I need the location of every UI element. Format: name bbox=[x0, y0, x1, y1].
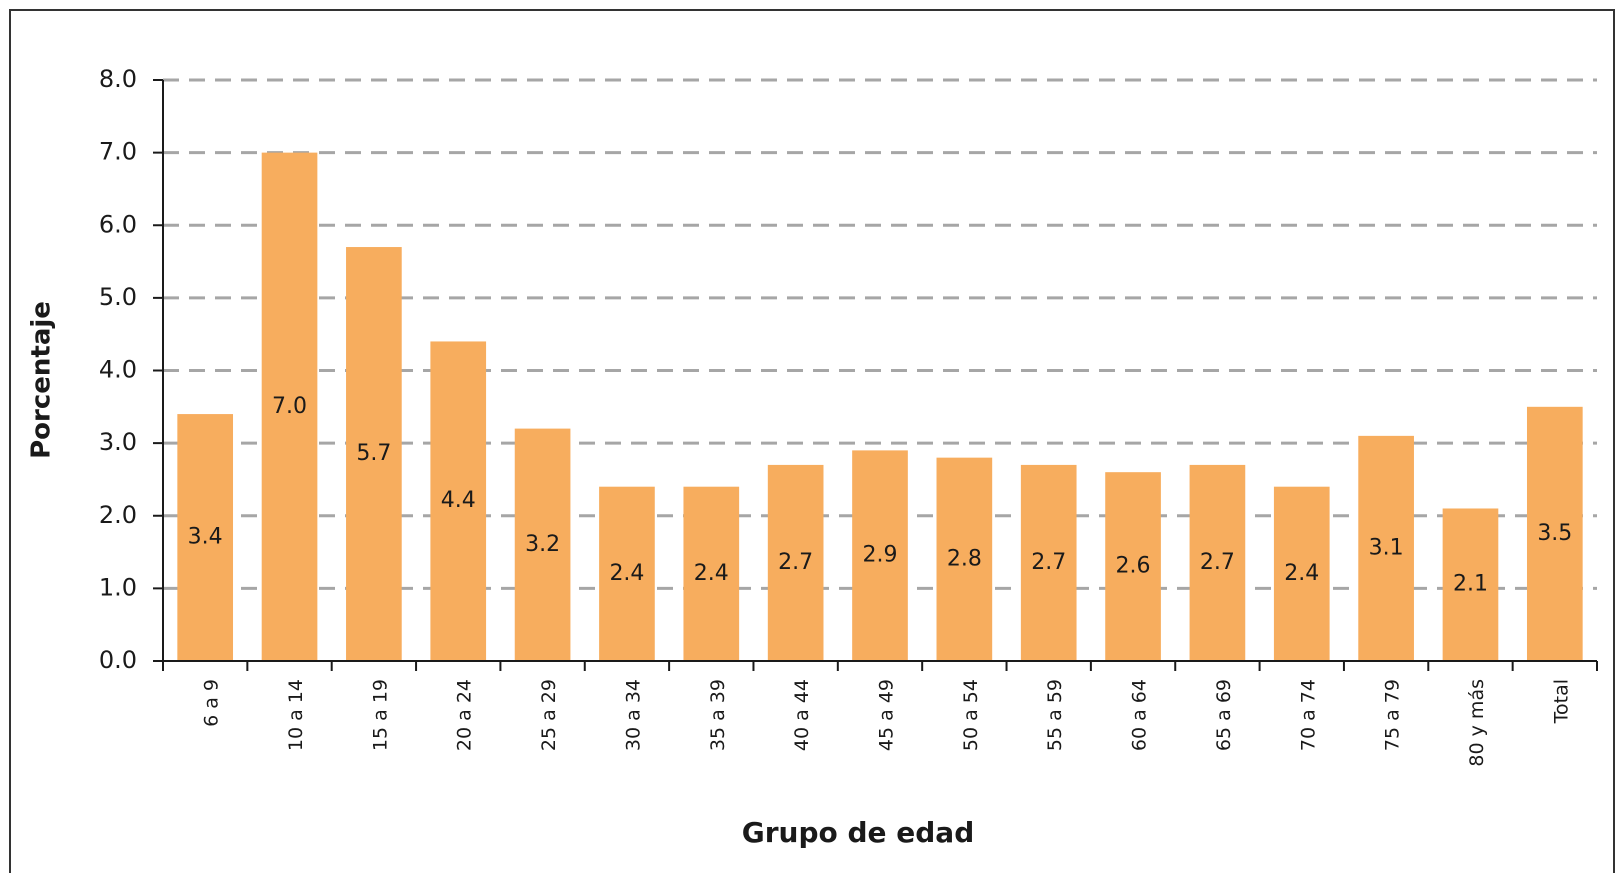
value-label: 3.1 bbox=[1369, 535, 1404, 560]
x-tick-label: 75 a 79 bbox=[1382, 679, 1404, 751]
y-tick-label: 4.0 bbox=[99, 356, 137, 384]
x-tick-label: 50 a 54 bbox=[960, 679, 982, 751]
x-tick-label: 6 a 9 bbox=[201, 679, 223, 727]
value-label: 2.4 bbox=[609, 561, 644, 586]
value-label: 2.7 bbox=[778, 550, 813, 575]
value-label: 2.4 bbox=[1284, 561, 1319, 586]
bar bbox=[599, 486, 655, 661]
x-tick-label: 40 a 44 bbox=[791, 679, 813, 751]
value-label: 3.4 bbox=[188, 525, 223, 550]
value-label: 2.4 bbox=[694, 561, 729, 586]
bar bbox=[177, 414, 234, 661]
x-tick-label: 15 a 19 bbox=[369, 679, 391, 751]
value-label: 3.2 bbox=[525, 532, 560, 557]
bar bbox=[261, 152, 318, 661]
bar bbox=[1442, 508, 1499, 661]
frame bbox=[9, 9, 1615, 873]
y-tick-label: 8.0 bbox=[99, 65, 137, 93]
bar bbox=[1105, 472, 1161, 661]
bar bbox=[1020, 464, 1077, 661]
x-tick-label: 70 a 74 bbox=[1297, 679, 1319, 751]
value-label: 3.5 bbox=[1537, 521, 1572, 546]
y-tick-label: 3.0 bbox=[99, 428, 137, 456]
y-tick-label: 1.0 bbox=[99, 573, 137, 601]
bar bbox=[852, 450, 908, 661]
value-label: 2.7 bbox=[1200, 550, 1235, 575]
value-label: 4.4 bbox=[441, 488, 476, 513]
x-tick-label: 35 a 39 bbox=[707, 679, 729, 751]
value-label: 2.6 bbox=[1116, 554, 1151, 579]
y-tick-label: 5.0 bbox=[99, 283, 137, 311]
x-tick-label: 60 a 64 bbox=[1129, 679, 1151, 751]
bar bbox=[1189, 464, 1246, 661]
x-tick-label: 25 a 29 bbox=[538, 679, 560, 751]
value-label: 2.7 bbox=[1031, 550, 1066, 575]
y-tick-label: 7.0 bbox=[99, 138, 137, 166]
y-tick-label: 0.0 bbox=[99, 646, 137, 674]
value-label: 5.7 bbox=[356, 441, 391, 466]
y-tick-label: 6.0 bbox=[99, 210, 137, 238]
x-tick-label: 30 a 34 bbox=[622, 679, 644, 751]
x-tick-label: 80 y más bbox=[1466, 679, 1488, 767]
x-tick-label: 65 a 69 bbox=[1213, 679, 1235, 751]
y-axis-title: Porcentaje bbox=[27, 301, 57, 459]
bar bbox=[1526, 406, 1583, 661]
x-tick-label: 20 a 24 bbox=[454, 679, 476, 751]
bar bbox=[683, 486, 740, 661]
value-label: 2.8 bbox=[947, 546, 982, 571]
value-label: 2.9 bbox=[863, 543, 898, 568]
bar bbox=[346, 247, 402, 661]
y-tick-label: 2.0 bbox=[99, 501, 137, 529]
bar bbox=[514, 428, 571, 661]
bar bbox=[1273, 486, 1330, 661]
x-tick-label: 55 a 59 bbox=[1044, 679, 1066, 751]
bar bbox=[430, 341, 487, 661]
bar bbox=[767, 464, 824, 661]
x-tick-label: Total bbox=[1550, 679, 1572, 724]
bar bbox=[936, 457, 993, 661]
value-label: 7.0 bbox=[272, 394, 307, 419]
x-axis-title: Grupo de edad bbox=[742, 816, 975, 849]
value-label: 2.1 bbox=[1453, 572, 1488, 597]
bar bbox=[1358, 435, 1414, 661]
x-tick-label: 45 a 49 bbox=[876, 679, 898, 751]
x-tick-label: 10 a 14 bbox=[285, 679, 307, 751]
